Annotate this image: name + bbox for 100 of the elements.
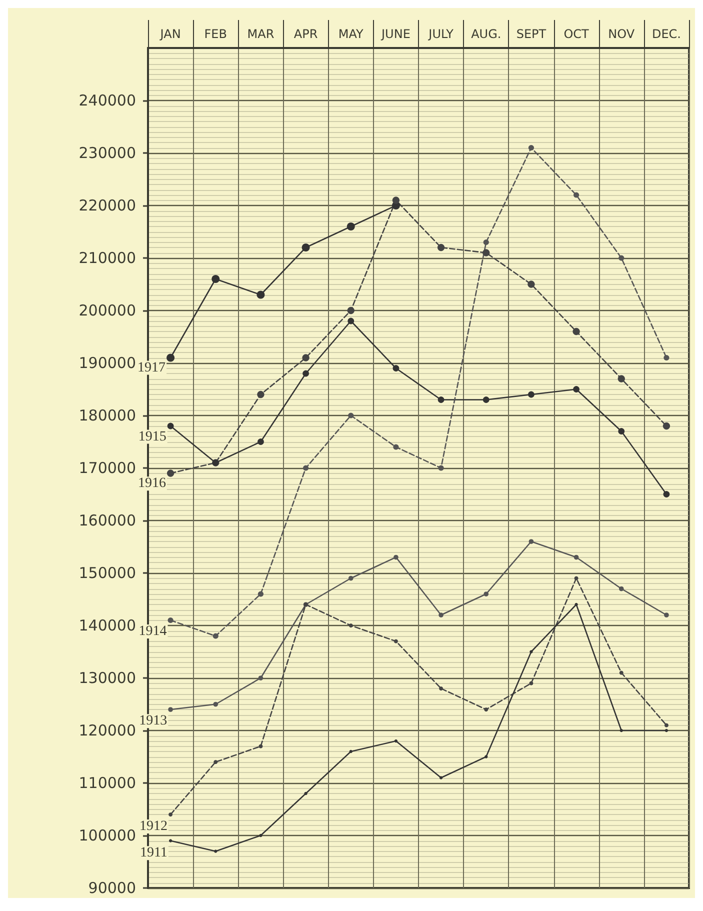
y-tick-label: 130000	[78, 669, 136, 687]
point	[618, 255, 624, 261]
point	[256, 290, 265, 299]
point	[618, 428, 625, 434]
series-label: 1913	[139, 714, 168, 729]
point	[214, 760, 218, 764]
point	[620, 728, 623, 732]
y-tick-label: 190000	[78, 354, 136, 372]
point	[392, 196, 400, 204]
point	[258, 744, 263, 748]
x-tick-label: JAN	[159, 27, 181, 41]
point	[167, 422, 174, 430]
y-tick-label: 160000	[78, 512, 136, 530]
point	[304, 792, 308, 796]
x-tick-label: MAR	[247, 27, 274, 41]
point	[302, 465, 309, 471]
point	[393, 444, 399, 450]
point	[168, 839, 172, 842]
x-tick-label: AUG.	[471, 27, 502, 41]
point	[438, 465, 444, 471]
y-tick-label: 240000	[78, 92, 136, 110]
point	[348, 624, 353, 628]
point	[574, 576, 578, 580]
y-tick-label: 110000	[78, 774, 136, 792]
point	[168, 707, 173, 712]
point	[573, 386, 580, 392]
point	[258, 438, 264, 445]
point	[528, 280, 535, 288]
point	[529, 681, 534, 686]
series-label: 1912	[140, 819, 168, 834]
y-tick-label: 90000	[88, 879, 136, 897]
point	[484, 755, 488, 758]
point	[574, 554, 579, 560]
point	[618, 586, 624, 592]
point	[618, 375, 625, 382]
point	[166, 470, 174, 477]
point	[437, 244, 445, 252]
point	[166, 354, 175, 362]
x-tick-label: FEB	[204, 27, 227, 41]
point	[258, 591, 264, 597]
series-label: 1911	[140, 846, 168, 861]
point	[394, 739, 398, 743]
point	[574, 602, 578, 606]
y-tick-label: 120000	[78, 722, 136, 740]
point	[302, 354, 310, 362]
x-tick-label: NOV	[608, 27, 636, 41]
point	[214, 850, 218, 853]
point	[394, 639, 398, 644]
point	[528, 144, 534, 151]
point	[528, 391, 534, 398]
point	[619, 670, 624, 675]
point	[572, 328, 580, 336]
y-tick-label: 230000	[78, 144, 136, 162]
y-tick-label: 170000	[78, 459, 136, 477]
point	[662, 422, 670, 430]
series-label: 1914	[138, 624, 167, 639]
point	[213, 702, 218, 707]
x-tick-label: SEPT	[516, 27, 547, 41]
point	[302, 244, 310, 252]
point	[302, 370, 309, 377]
y-tick-label: 150000	[78, 564, 136, 582]
x-tick-label: JULY	[428, 27, 454, 41]
x-tick-label: MAY	[338, 27, 364, 41]
point	[348, 412, 354, 418]
point	[347, 306, 354, 314]
point	[664, 728, 668, 732]
point	[349, 750, 352, 754]
point	[664, 354, 670, 361]
point	[439, 776, 443, 780]
point	[348, 318, 354, 324]
x-tick-label: JUNE	[380, 27, 410, 41]
point	[212, 633, 218, 639]
series-label: 1915	[138, 429, 166, 444]
point	[168, 617, 174, 624]
point	[664, 723, 668, 728]
point	[484, 592, 489, 596]
point	[530, 650, 533, 654]
point	[528, 539, 534, 544]
y-tick-label: 200000	[78, 302, 136, 320]
point	[168, 812, 173, 816]
point	[663, 491, 670, 498]
point	[346, 222, 355, 230]
point	[212, 275, 220, 283]
y-tick-label: 210000	[78, 249, 136, 267]
x-tick-label: DEC.	[652, 27, 681, 41]
point	[257, 390, 264, 398]
x-tick-label: OCT	[564, 27, 590, 41]
point	[258, 676, 264, 680]
point	[664, 612, 669, 618]
y-tick-label: 140000	[78, 616, 136, 634]
point	[394, 554, 398, 560]
point	[348, 576, 354, 581]
series-label: 1916	[138, 476, 166, 492]
series-label: 1917	[138, 360, 166, 376]
point	[438, 396, 444, 403]
y-tick-label: 180000	[78, 406, 136, 424]
point	[483, 239, 489, 246]
point	[438, 612, 444, 618]
x-tick-label: APR	[294, 27, 318, 41]
point	[484, 708, 488, 712]
